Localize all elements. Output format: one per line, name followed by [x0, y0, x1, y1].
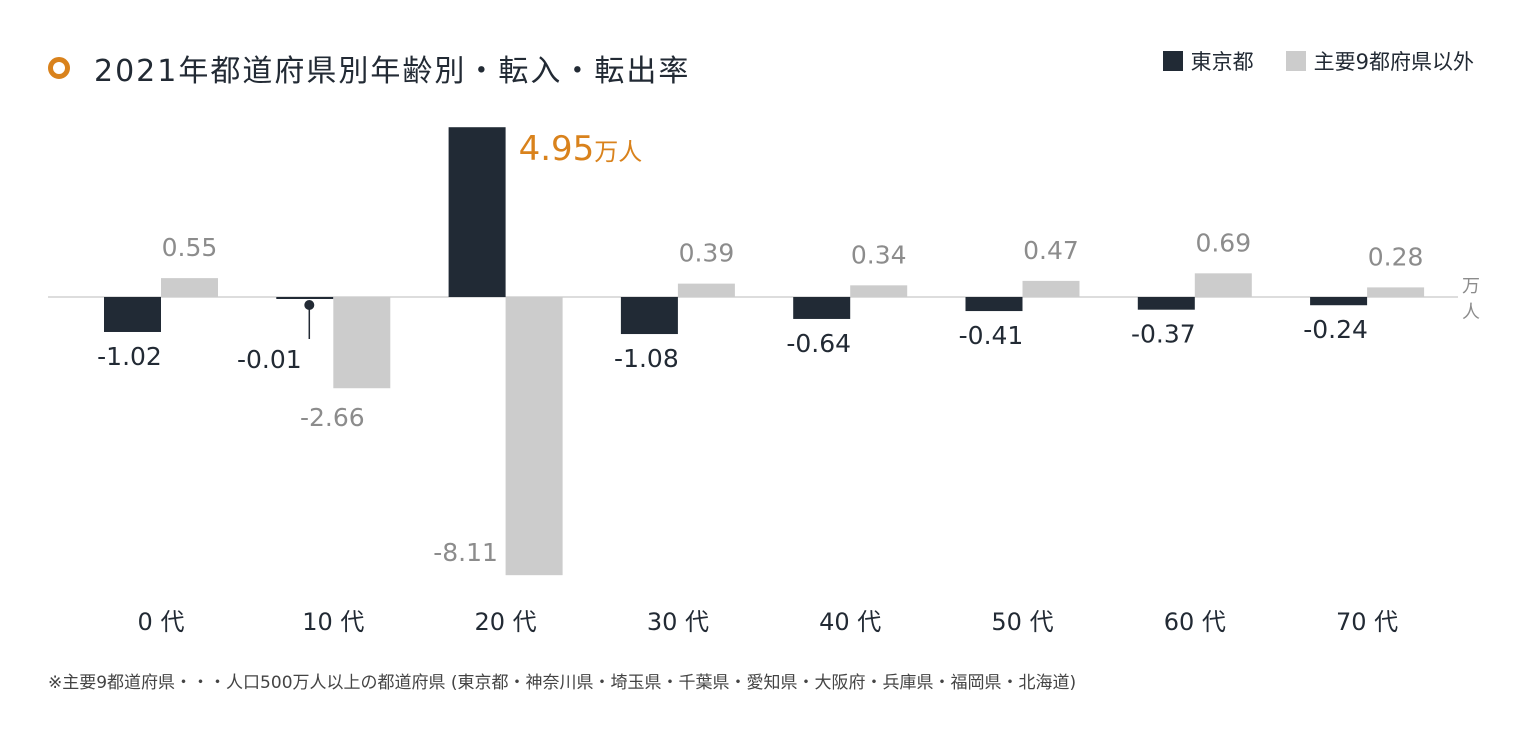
value-labels-layer: -1.02 0.55 -0.01 -2.66 -8.11 -1.08 0.39 -0.64 0.…	[97, 228, 1423, 567]
bar-others-5	[1022, 280, 1080, 297]
x-tick-label-6: 60 代	[1164, 608, 1226, 636]
bar-others-3	[677, 283, 735, 297]
value-label-tokyo-6: -0.37	[1131, 320, 1196, 349]
unit-label-bottom: 人	[1462, 302, 1480, 323]
x-tick-label-3: 30 代	[647, 608, 709, 636]
x-tick-label-7: 70 代	[1336, 608, 1398, 636]
title-circle-icon	[48, 57, 70, 79]
bar-tokyo-5	[965, 297, 1023, 312]
x-tick-label-0: 0 代	[138, 608, 185, 636]
legend-label-others: 主要9都府県以外	[1313, 50, 1474, 74]
value-label-others-6: 0.69	[1195, 228, 1251, 257]
value-label-tokyo-1: -0.01	[237, 345, 302, 374]
bar-tokyo-6	[1137, 297, 1195, 310]
bar-others-2	[505, 297, 563, 576]
bars-layer	[104, 127, 1425, 576]
value-label-tokyo-5: -0.41	[959, 321, 1024, 350]
value-label-tokyo-4: -0.64	[786, 329, 851, 358]
legend-label-tokyo: 東京都	[1190, 50, 1254, 74]
value-label-tokyo-3: -1.08	[614, 344, 679, 373]
legend-swatch-others	[1285, 51, 1306, 71]
title-text: 2021年都道府県別年齢別・転入・転出率	[94, 54, 691, 89]
highlight-value: 4.95	[519, 129, 595, 169]
bar-tokyo-2	[448, 127, 506, 297]
bar-others-1	[333, 297, 391, 389]
bar-tokyo-7	[1310, 297, 1368, 306]
highlight-value-label: 4.95万人	[519, 129, 643, 169]
value-label-tokyo-7: -0.24	[1303, 315, 1368, 344]
bar-tokyo-4	[793, 297, 851, 319]
x-tick-labels-layer: 0 代 10 代 20 代 30 代 40 代 50 代 60 代 70 代	[138, 608, 1399, 636]
bar-others-0	[161, 278, 218, 297]
value-label-others-0: 0.55	[162, 233, 218, 262]
bar-others-6	[1194, 273, 1252, 297]
value-label-tokyo-0: -1.02	[97, 342, 162, 371]
x-tick-label-2: 20 代	[475, 608, 537, 636]
x-tick-label-1: 10 代	[302, 608, 364, 636]
value-label-others-2: -8.11	[433, 538, 498, 567]
bar-others-7	[1367, 287, 1425, 297]
legend-swatch-tokyo	[1162, 51, 1183, 71]
legend-item-others: 主要9都府県以外	[1285, 46, 1474, 76]
bar-tokyo-3	[620, 297, 678, 335]
highlight-unit: 万人	[594, 138, 642, 166]
bar-others-4	[850, 285, 908, 297]
bar-tokyo-1	[276, 297, 334, 299]
footnote: ※主要9都道府県・・・人口500万人以上の都道府県 (東京都・神奈川県・埼玉県・…	[48, 673, 1077, 693]
x-tick-label-5: 50 代	[991, 608, 1053, 636]
bar-tokyo-0	[104, 297, 161, 332]
value-label-others-7: 0.28	[1368, 242, 1424, 271]
unit-label-top: 万	[1462, 276, 1480, 297]
legend-item-tokyo: 東京都	[1162, 46, 1254, 76]
value-label-others-1: -2.66	[300, 403, 365, 432]
pin-dot-tokyo-1	[304, 300, 315, 310]
x-tick-label-4: 40 代	[819, 608, 881, 636]
legend: 東京都 主要9都府県以外	[1131, 46, 1474, 76]
chart-title: 2021年都道府県別年齢別・転入・転出率	[48, 46, 690, 90]
value-label-others-3: 0.39	[679, 239, 735, 268]
value-label-others-5: 0.47	[1023, 236, 1079, 265]
value-label-others-4: 0.34	[851, 240, 907, 269]
